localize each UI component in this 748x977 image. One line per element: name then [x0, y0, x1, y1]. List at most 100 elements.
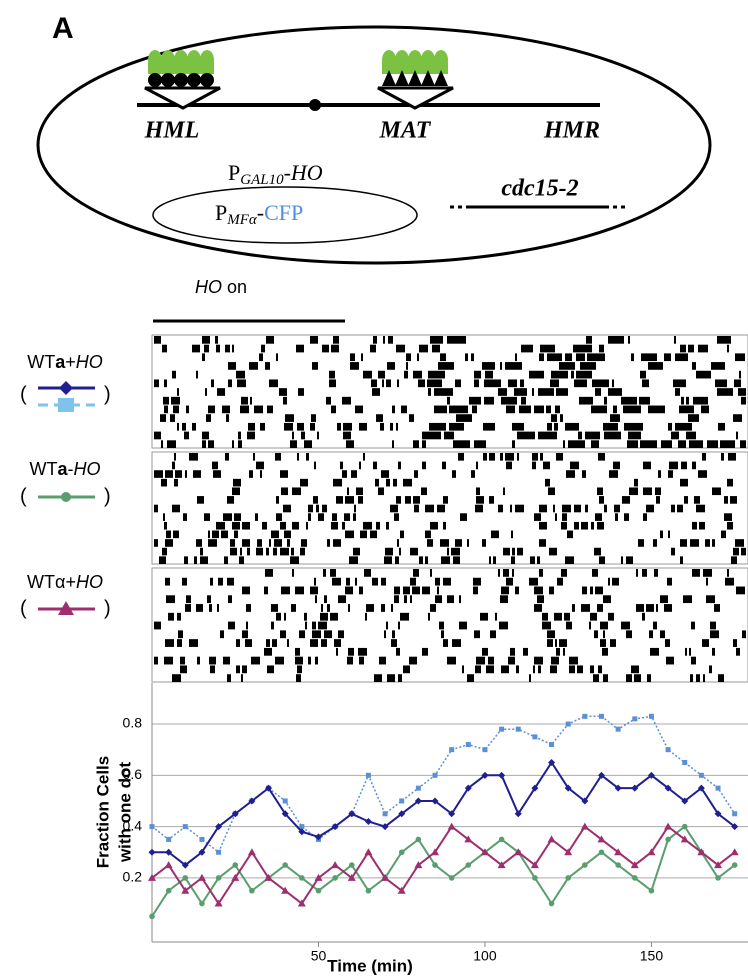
- raster-dot: [398, 674, 402, 682]
- raster-dot: [736, 647, 740, 656]
- raster-dot: [689, 440, 703, 448]
- raster-dot: [404, 370, 408, 379]
- raster-dot: [554, 422, 558, 431]
- raster-dot: [643, 487, 652, 496]
- raster-dot: [351, 470, 357, 478]
- raster-dot: [521, 344, 533, 353]
- raster-dot: [603, 595, 611, 604]
- text-part: CFP: [264, 200, 303, 225]
- raster-dot: [390, 504, 398, 513]
- raster-dot: [391, 639, 397, 647]
- raster-dot: [164, 656, 173, 665]
- raster-dot: [680, 478, 688, 487]
- point: [415, 785, 421, 791]
- raster-dot: [452, 639, 461, 647]
- raster-dot: [742, 630, 746, 639]
- raster-dot: [634, 674, 641, 682]
- raster-dot: [512, 422, 524, 431]
- raster-dot: [254, 405, 263, 414]
- raster-dot: [546, 405, 551, 414]
- raster-dot: [163, 396, 169, 405]
- raster-dot: [236, 370, 245, 379]
- raster-dot: [392, 405, 395, 414]
- raster-dot: [542, 612, 548, 621]
- raster-dot: [427, 379, 442, 388]
- raster-dot: [336, 647, 338, 656]
- raster-dot: [332, 577, 341, 586]
- point: [216, 849, 222, 855]
- point: [665, 747, 671, 753]
- raster-dot: [543, 461, 550, 470]
- raster-dot: [154, 431, 161, 440]
- text-part: on: [222, 277, 247, 297]
- raster-dot: [206, 414, 211, 422]
- raster-dot: [314, 577, 316, 586]
- raster-dot: [327, 539, 330, 547]
- raster-dot: [333, 336, 339, 344]
- text-part: -: [68, 459, 74, 479]
- raster-dot: [568, 440, 585, 448]
- raster-dot: [469, 396, 481, 405]
- point: [480, 848, 489, 856]
- point: [415, 836, 422, 843]
- raster-dot: [701, 405, 709, 414]
- raster-dot: [738, 388, 746, 396]
- condition-label: WTα+HO: [27, 572, 103, 592]
- raster-dot: [714, 604, 720, 612]
- raster-dot: [363, 453, 365, 461]
- point: [714, 861, 723, 869]
- raster-dot: [668, 470, 673, 478]
- raster-dot: [449, 422, 464, 431]
- raster-dot: [301, 431, 305, 440]
- raster-dot: [451, 547, 460, 556]
- raster-dot: [690, 674, 693, 682]
- raster-dot: [409, 656, 417, 665]
- raster-dot: [202, 431, 209, 440]
- raster-dot: [167, 440, 176, 448]
- raster-dot: [331, 521, 338, 530]
- raster-dot: [530, 556, 535, 564]
- raster-dot: [626, 674, 632, 682]
- point: [314, 873, 323, 881]
- raster-dot: [222, 405, 230, 414]
- point: [432, 862, 438, 868]
- raster-dot: [306, 453, 309, 461]
- raster-dot: [297, 665, 302, 674]
- text-part: -: [284, 160, 291, 185]
- raster-dot: [438, 362, 454, 370]
- raster-dot: [551, 656, 559, 665]
- raster-dot: [547, 630, 555, 639]
- raster-dot: [612, 379, 614, 388]
- raster-frame: [151, 451, 748, 565]
- raster-dot: [342, 470, 347, 478]
- raster-dot: [396, 647, 400, 656]
- raster-dot: [691, 656, 696, 665]
- y-axis-label: with one dot: [115, 762, 134, 863]
- condition-label: WTa+HO: [27, 352, 103, 372]
- raster-dot: [165, 577, 170, 586]
- raster-dot: [506, 461, 512, 470]
- raster-dot: [534, 513, 541, 521]
- raster-dot: [727, 569, 729, 577]
- raster-dot: [419, 556, 423, 564]
- raster-dot: [725, 577, 734, 586]
- raster-dot: [295, 647, 300, 656]
- raster-dot: [739, 370, 741, 379]
- raster-dot: [162, 344, 167, 353]
- point: [281, 886, 290, 894]
- raster-dot: [642, 569, 647, 577]
- raster-dot: [315, 656, 318, 665]
- raster-dot: [247, 547, 250, 556]
- raster-dot: [154, 656, 158, 665]
- raster-dot: [501, 665, 509, 674]
- series-line: [151, 825, 736, 906]
- raster-dot: [343, 431, 351, 440]
- raster-dot: [539, 521, 547, 530]
- point: [181, 886, 190, 894]
- raster-dot: [622, 496, 630, 504]
- raster-dot: [508, 656, 515, 665]
- raster-dot: [576, 370, 592, 379]
- ho-on-label: HO on: [195, 277, 247, 297]
